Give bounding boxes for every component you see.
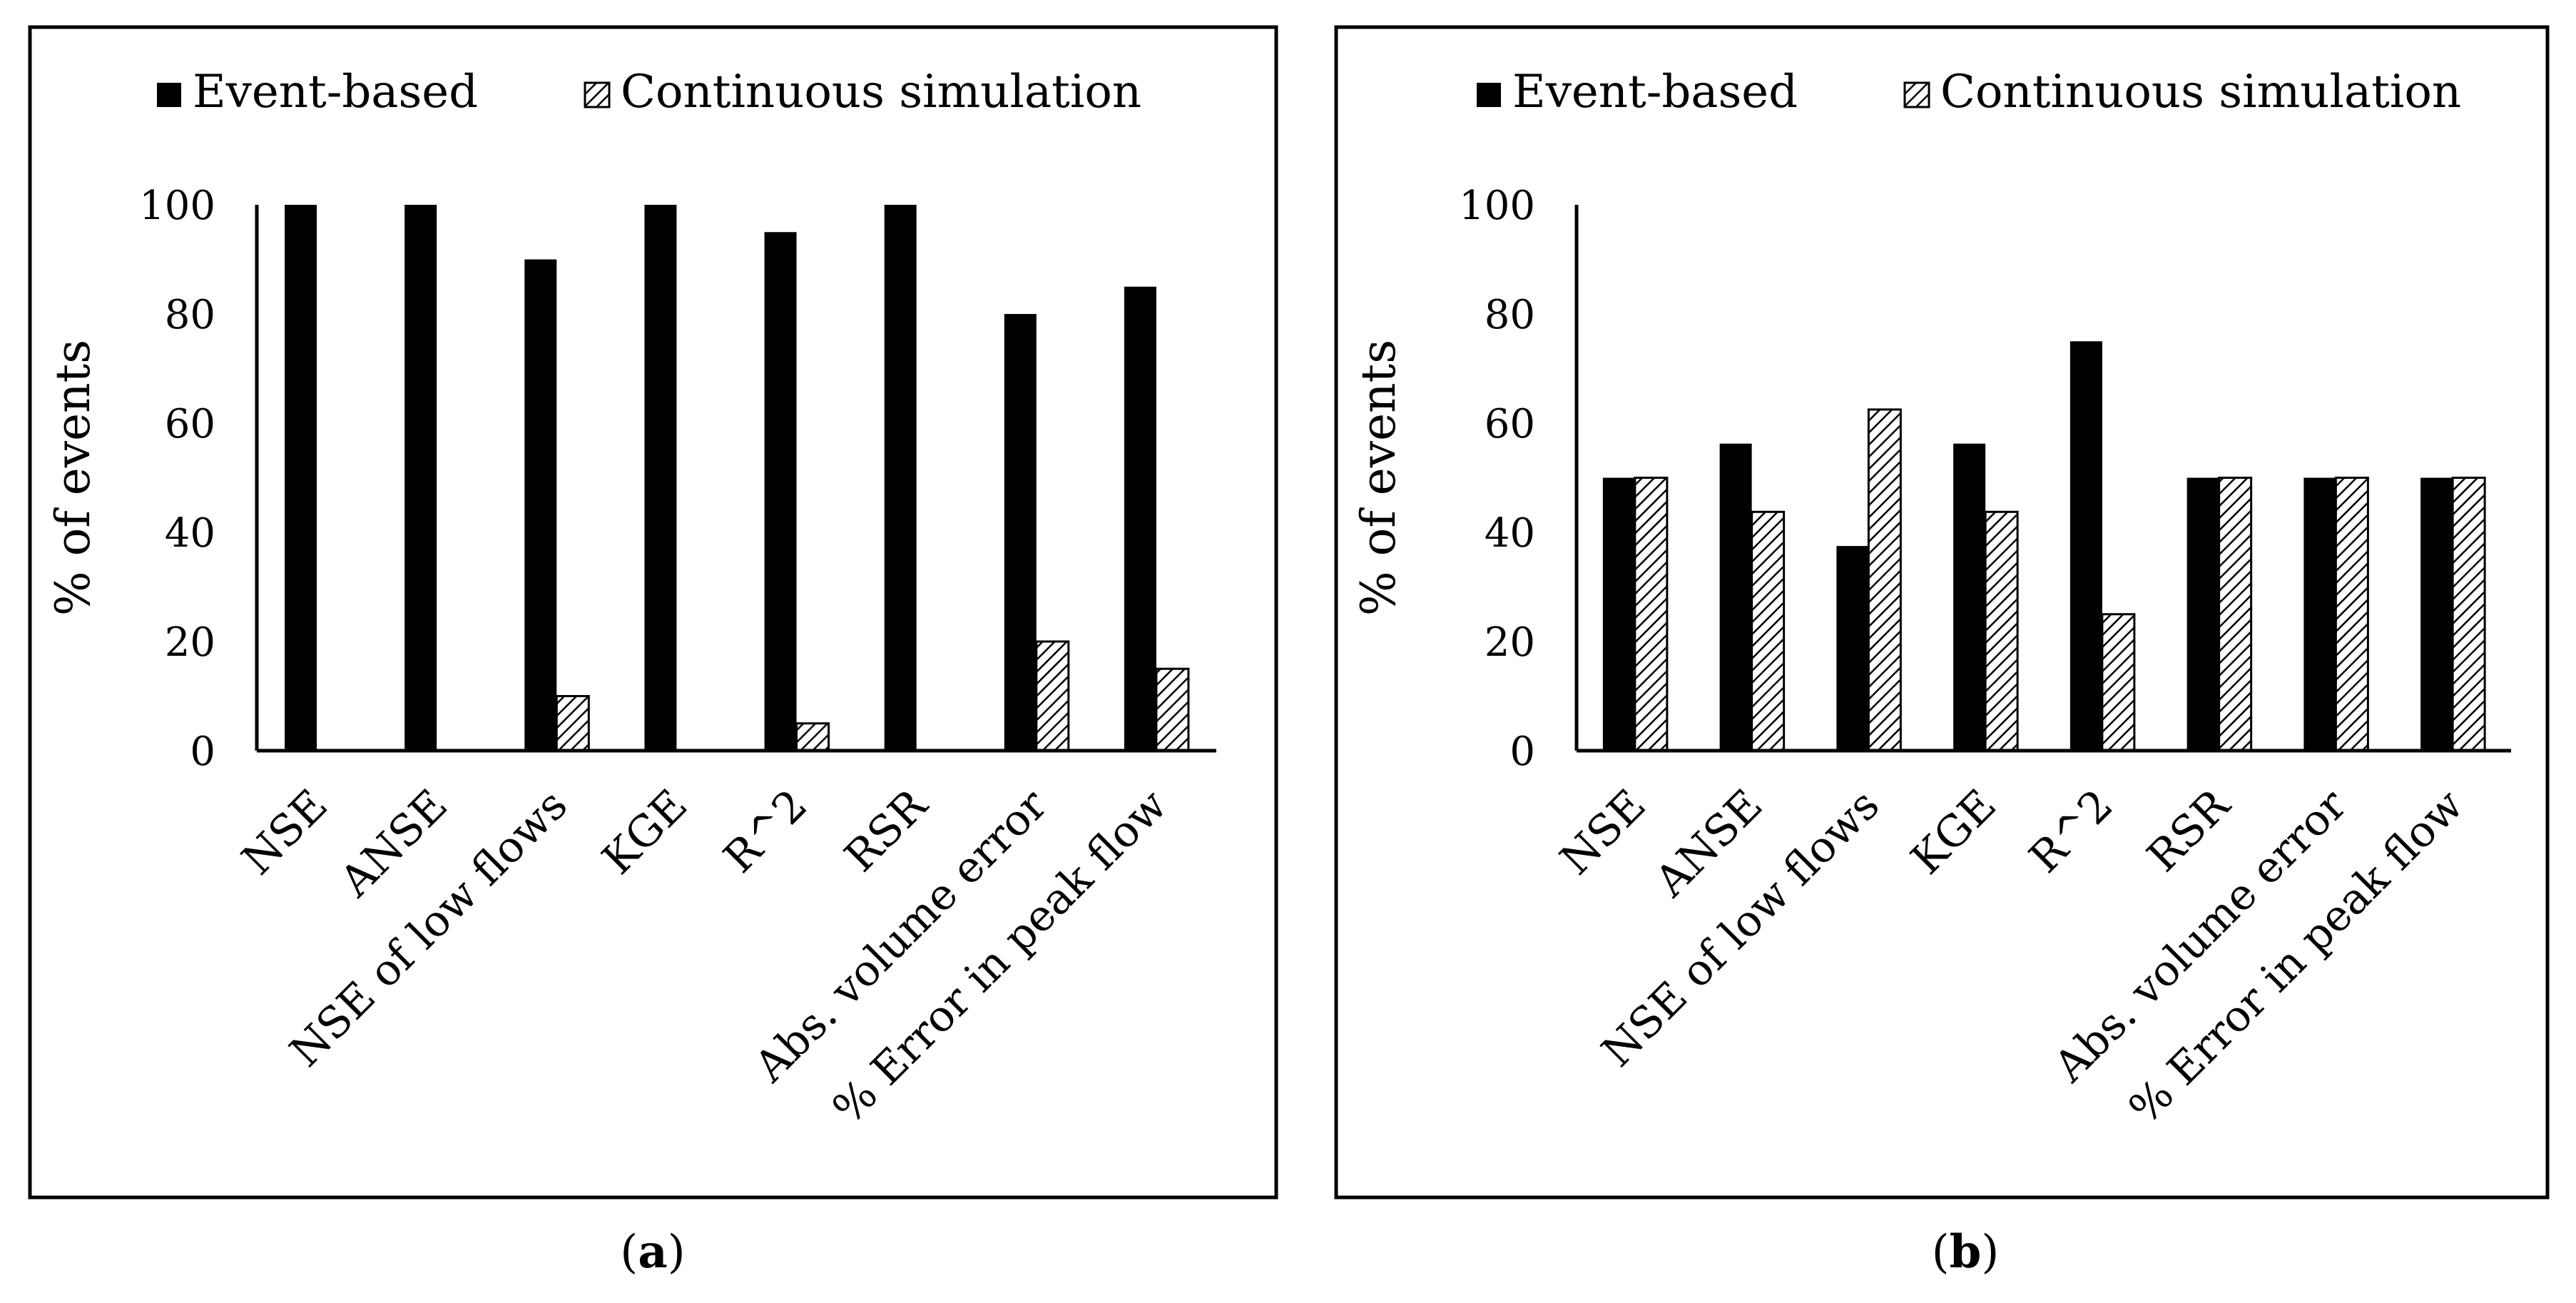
y-tick-label: 40 <box>165 510 215 557</box>
bar-continuous-6 <box>2334 477 2369 752</box>
x-category-label: KGE <box>1902 780 2006 884</box>
bar-continuous-1 <box>1751 510 1786 752</box>
legend-label-event-based: Event-based <box>193 66 478 118</box>
panel-label-letter: b <box>1950 1225 1982 1279</box>
bar-continuous-4 <box>795 722 830 752</box>
panel-label-letter: a <box>638 1225 667 1279</box>
y-tick-label: 0 <box>1510 729 1535 775</box>
panel-label-open: ( <box>1932 1226 1950 1279</box>
panel-frame <box>28 25 1278 1200</box>
bar-continuous-7 <box>1155 667 1190 752</box>
bar-continuous-6 <box>1035 640 1070 752</box>
bar-event-based-3 <box>1953 443 1986 751</box>
y-axis-label: % of events <box>46 340 101 616</box>
bar-event-based-1 <box>1719 443 1752 751</box>
bar-event-based-3 <box>644 205 677 751</box>
bar-continuous-3 <box>1984 510 2019 752</box>
chart-panel-b: Event-based Continuous simulation 0 20 40 60 8… <box>1334 25 2550 1200</box>
legend-swatch-event-based <box>157 83 181 107</box>
y-tick-label: 80 <box>1485 292 1535 338</box>
y-axis-label: % of events <box>1351 340 1406 616</box>
legend-swatch-event-based <box>1477 83 1501 107</box>
x-category-label: RSR <box>835 779 938 882</box>
x-category-label: R^2 <box>2020 780 2122 883</box>
bar-event-based-2 <box>524 259 557 751</box>
bar-event-based-6 <box>2303 477 2336 751</box>
panel-label: (b) <box>1932 1225 2000 1279</box>
bar-event-based-2 <box>1836 546 1869 751</box>
bar-event-based-6 <box>1004 314 1037 751</box>
y-tick-label: 100 <box>1459 183 1535 229</box>
bar-continuous-2 <box>1867 408 1902 752</box>
bar-continuous-5 <box>2218 477 2253 752</box>
bar-continuous-7 <box>2451 477 2486 752</box>
panel-frame <box>1334 25 2550 1200</box>
bar-event-based-5 <box>884 205 917 751</box>
panel-label: (a) <box>620 1225 685 1279</box>
y-tick-label: 60 <box>1485 401 1535 447</box>
legend-swatch-continuous <box>584 81 611 108</box>
bar-event-based-0 <box>1602 477 1635 751</box>
bar-event-based-7 <box>2420 477 2453 751</box>
bar-continuous-4 <box>2101 613 2136 752</box>
legend-swatch-continuous <box>1903 81 1930 108</box>
x-category-label: NSE <box>233 780 337 885</box>
legend-label-continuous: Continuous simulation <box>621 66 1141 118</box>
x-category-label: KGE <box>593 780 697 884</box>
legend-label-continuous: Continuous simulation <box>1940 66 2461 118</box>
bar-continuous-0 <box>1634 477 1669 752</box>
panel-label-close: ) <box>668 1226 686 1279</box>
chart-panel-a: Event-based Continuous simulation 0 20 40 60 8… <box>28 25 1278 1200</box>
bar-event-based-0 <box>285 205 317 751</box>
y-tick-label: 20 <box>165 619 215 666</box>
y-tick-label: 100 <box>139 183 215 229</box>
bar-continuous-2 <box>555 695 590 752</box>
y-tick-label: 0 <box>190 729 215 775</box>
x-category-label: NSE <box>1551 780 1656 885</box>
x-category-label: RSR <box>2138 779 2241 882</box>
panel-label-open: ( <box>620 1226 638 1279</box>
bar-event-based-7 <box>1124 286 1156 751</box>
y-tick-label: 40 <box>1485 510 1535 557</box>
x-category-label: R^2 <box>714 780 817 883</box>
y-tick-label: 80 <box>165 292 215 338</box>
bar-event-based-4 <box>764 232 797 751</box>
bar-event-based-4 <box>2070 341 2102 751</box>
y-tick-label: 20 <box>1485 619 1535 666</box>
panel-label-close: ) <box>1981 1226 1999 1279</box>
bar-event-based-5 <box>2186 477 2219 751</box>
legend-label-event-based: Event-based <box>1512 66 1798 118</box>
y-tick-label: 60 <box>165 401 215 447</box>
bar-event-based-1 <box>404 205 437 751</box>
